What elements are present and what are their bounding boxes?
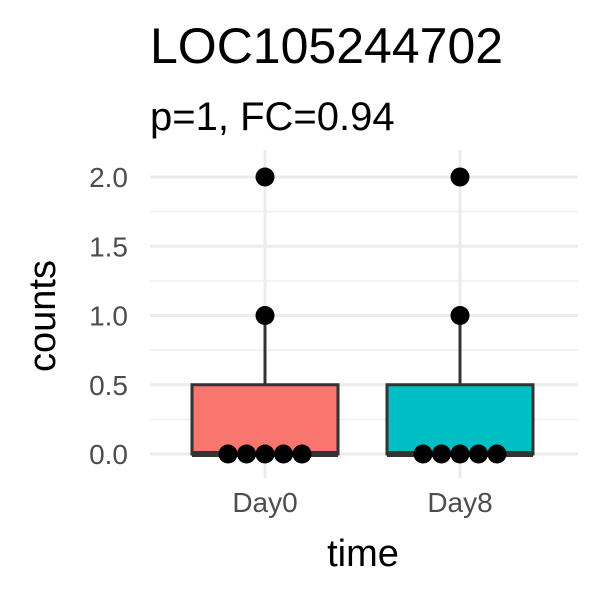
boxes	[190, 167, 535, 464]
y-tick-label: 0.5	[89, 370, 128, 401]
data-point	[432, 444, 451, 464]
data-point	[218, 444, 238, 464]
data-point	[237, 444, 256, 464]
data-point	[487, 444, 507, 464]
box-day0	[190, 383, 340, 456]
y-tick-label: 1.0	[89, 301, 128, 332]
x-tick-label: Day8	[427, 487, 492, 518]
data-point	[450, 167, 470, 187]
y-tick-label: 2.0	[89, 162, 128, 193]
data-point	[274, 444, 293, 464]
box-day8	[385, 383, 535, 456]
x-tick-label: Day0	[232, 487, 297, 518]
y-axis-ticks: 0.0 0.5 1.0 1.5 2.0	[89, 162, 128, 470]
data-point	[292, 444, 312, 464]
data-point	[450, 306, 470, 325]
data-point	[450, 444, 470, 464]
x-axis-title: time	[327, 533, 399, 575]
chart-subtitle: p=1, FC=0.94	[150, 95, 395, 139]
data-point	[413, 444, 433, 464]
x-axis-ticks: Day0 Day8	[232, 487, 492, 518]
data-point	[255, 306, 275, 325]
y-tick-label: 0.0	[89, 439, 128, 470]
y-tick-label: 1.5	[89, 231, 128, 262]
data-point	[255, 167, 275, 187]
chart-title: LOC105244702	[150, 18, 503, 74]
data-point	[469, 444, 488, 464]
data-point	[255, 444, 275, 464]
y-axis-title: counts	[22, 260, 64, 372]
